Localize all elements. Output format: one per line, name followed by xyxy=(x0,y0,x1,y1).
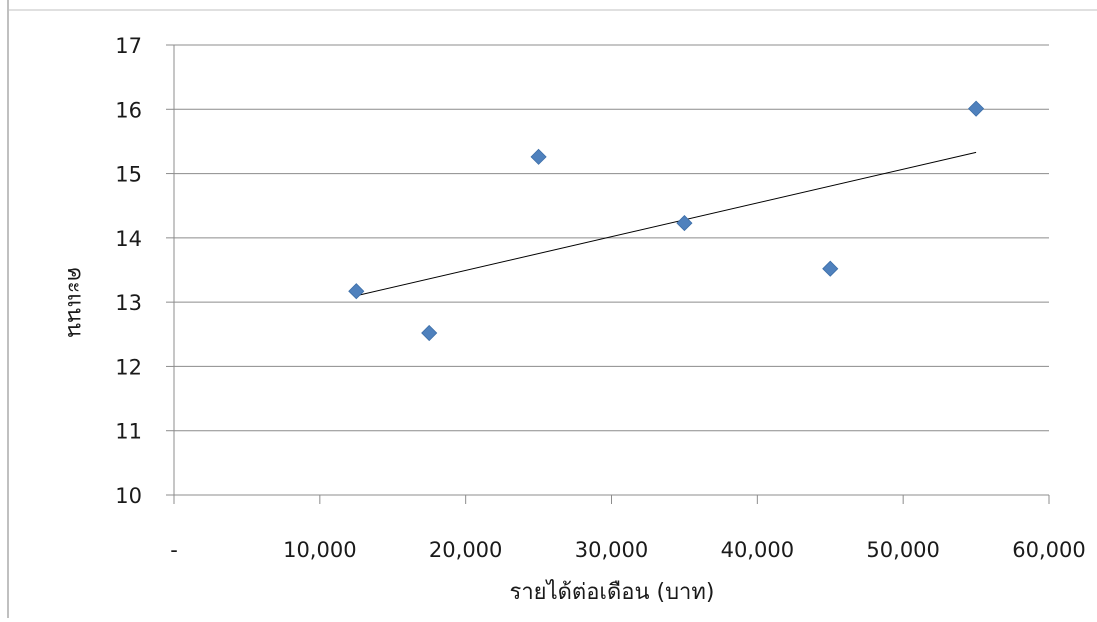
x-tick-label: - xyxy=(170,538,178,562)
y-tick-label: 15 xyxy=(115,163,142,187)
x-tick-label: 20,000 xyxy=(429,538,502,562)
x-tick-label: 10,000 xyxy=(283,538,356,562)
data-points xyxy=(348,100,985,342)
x-tick-label: 30,000 xyxy=(575,538,648,562)
y-tick-label: 13 xyxy=(115,291,142,315)
y-tick-label: 10 xyxy=(115,484,142,508)
trendline xyxy=(356,151,977,297)
x-tick-label: 50,000 xyxy=(866,538,939,562)
x-tick-label: 40,000 xyxy=(721,538,794,562)
data-point xyxy=(530,148,547,165)
data-point xyxy=(676,215,693,232)
gridlines xyxy=(174,44,1049,432)
x-tick-labels: - 10,000 20,000 30,000 40,000 50,000 60,000 xyxy=(170,538,1086,562)
data-point xyxy=(348,283,365,300)
x-axis-title: รายได้ต่อเดือน (บาท) xyxy=(510,579,715,605)
y-tick-label: 16 xyxy=(115,98,142,122)
y-tick-label: 14 xyxy=(115,227,142,251)
y-axis-title: คะแนน xyxy=(62,267,87,338)
data-point xyxy=(421,324,438,342)
axes xyxy=(166,44,1050,504)
x-tick-label: 60,000 xyxy=(1012,538,1085,562)
y-tick-label: 11 xyxy=(115,420,142,444)
trendline-group xyxy=(356,151,977,297)
y-tick-label: 12 xyxy=(115,355,142,379)
y-tick-label: 17 xyxy=(115,34,142,58)
chart-border xyxy=(7,0,1097,618)
y-tick-labels: 10 11 12 13 14 15 16 17 xyxy=(115,34,142,508)
data-point xyxy=(968,100,985,117)
data-point xyxy=(822,260,839,277)
